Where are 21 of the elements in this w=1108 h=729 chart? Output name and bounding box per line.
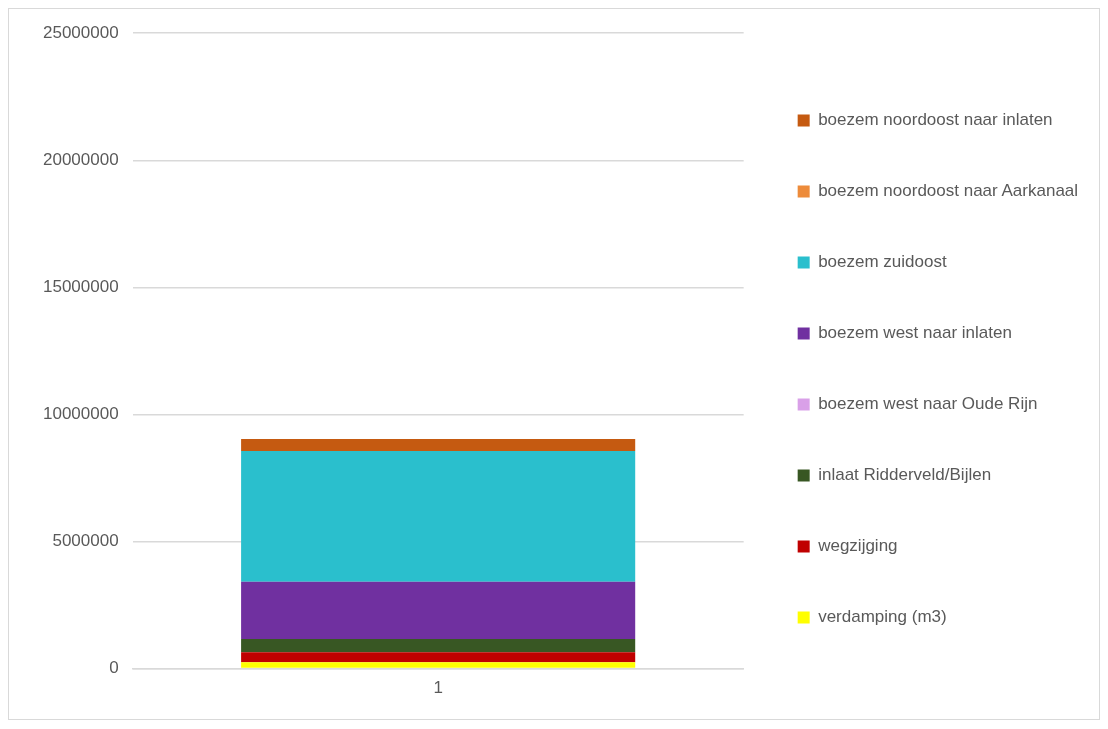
y-tick-label: 20000000 [43,149,119,169]
y-tick-label: 10000000 [43,404,119,424]
legend-label: boezem noordoost naar Aarkanaal [818,181,1079,201]
x-tick-label: 1 [433,678,443,698]
legend-label: inlaat Ridderveld/Bijlen [818,465,992,485]
y-tick-label: 15000000 [43,277,119,297]
legend-label: verdamping (m3) [818,607,947,627]
legend-label: boezem noordoost naar inlaten [818,110,1053,130]
y-tick-label: 25000000 [43,22,119,42]
bar [241,662,636,668]
bar [241,439,636,452]
bar [241,581,636,640]
y-tick-label: 5000000 [52,531,119,551]
bar [241,451,636,582]
legend-label: wegzijging [817,536,898,556]
legend-label: boezem west naar Oude Rijn [818,394,1038,414]
legend-label: boezem zuidoost [818,252,947,272]
legend-label: boezem west naar inlaten [818,323,1012,343]
bar [241,639,636,653]
y-tick-label: 0 [109,658,119,678]
bar [241,652,636,663]
